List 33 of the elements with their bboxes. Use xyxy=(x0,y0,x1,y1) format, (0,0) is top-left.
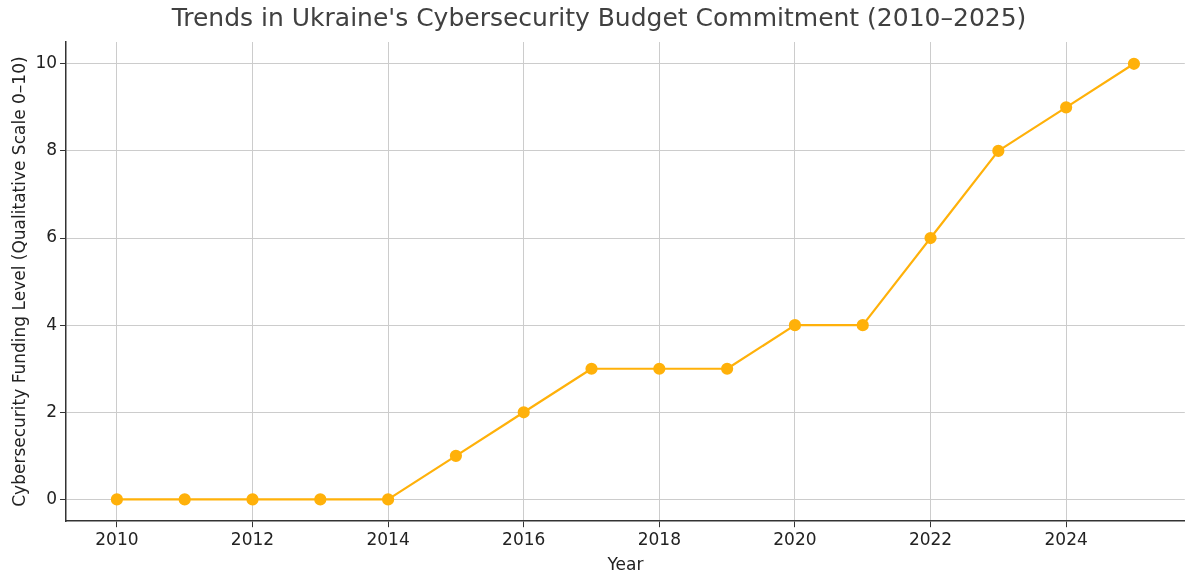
point xyxy=(788,319,802,332)
point xyxy=(178,493,191,506)
y-tick-label: 2 xyxy=(46,400,58,421)
y-tick-label: 10 xyxy=(35,52,58,73)
x-tick-label: 2010 xyxy=(95,528,139,549)
y-tick-label: 0 xyxy=(46,487,58,508)
x-tick-label: 2018 xyxy=(637,528,681,549)
point xyxy=(449,449,463,462)
point xyxy=(110,493,123,506)
point xyxy=(246,493,259,506)
x-axis-title: Year xyxy=(606,554,644,575)
y-tick-label: 8 xyxy=(46,139,58,160)
point xyxy=(992,144,1005,158)
point xyxy=(314,493,327,506)
x-tick-label: 2024 xyxy=(1044,528,1088,549)
point xyxy=(856,319,869,332)
point xyxy=(517,406,530,419)
point xyxy=(924,231,937,245)
x-tick-label: 2022 xyxy=(908,528,953,549)
x-tick-label: 2012 xyxy=(230,528,275,549)
y-axis-title: Cybersecurity Funding Level (Qualitative Scale 0–10) xyxy=(8,56,29,507)
y-tick-label: 4 xyxy=(46,313,58,334)
point xyxy=(653,362,666,375)
chart-title: Trends in Ukraine's Cybersecurity Budget Commitment (2010–2025) xyxy=(170,2,1027,32)
point xyxy=(721,362,734,375)
point xyxy=(382,493,395,506)
point xyxy=(585,362,598,375)
point xyxy=(1060,101,1073,114)
y-tick-label: 6 xyxy=(46,226,58,247)
x-tick-label: 2016 xyxy=(502,528,546,549)
x-tick-label: 2020 xyxy=(773,528,817,549)
x-tick-label: 2014 xyxy=(366,528,410,549)
point xyxy=(1127,57,1141,70)
